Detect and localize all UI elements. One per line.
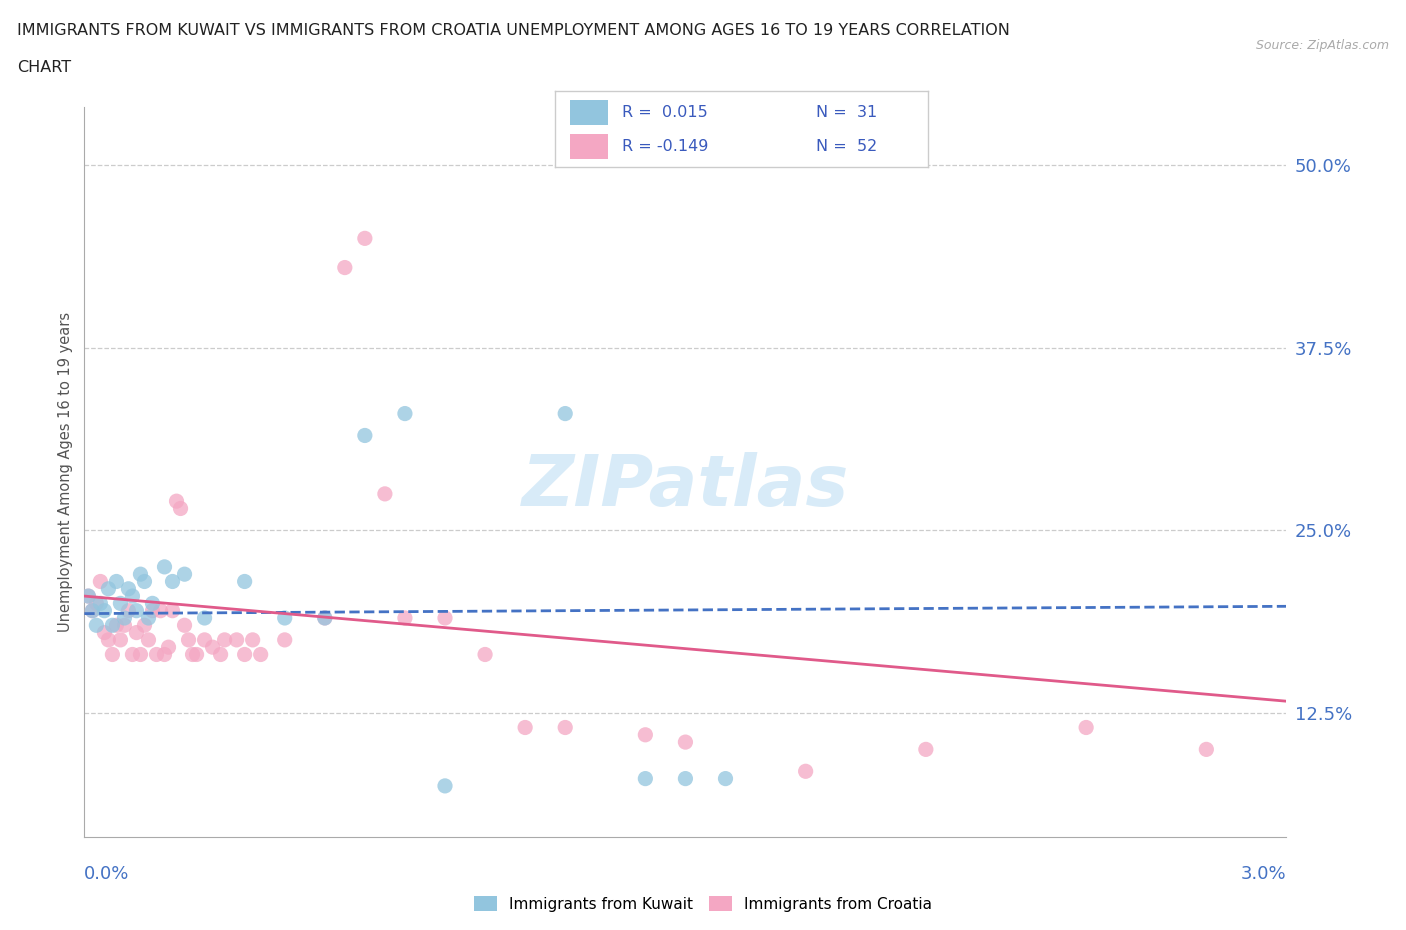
Point [97,581,120,596]
Point [354,428,377,443]
Point [274,632,297,647]
Point [141,604,163,618]
Point [333,260,356,275]
Point [134,618,156,632]
Point [394,611,416,626]
Point [93,625,115,640]
Point [86,596,108,611]
FancyBboxPatch shape [571,134,607,159]
Point [201,640,224,655]
Text: N =  52: N = 52 [815,139,877,154]
Point [97,632,120,647]
Point [162,574,184,589]
Point [105,574,128,589]
Point [675,735,697,750]
Point [89,574,111,589]
Point [394,406,416,421]
Point [314,611,336,626]
Point [225,632,247,647]
Point [121,647,143,662]
Point [86,618,108,632]
Point [173,566,195,581]
Point [194,611,217,626]
Point [82,604,104,618]
Point [117,581,139,596]
Point [1076,720,1098,735]
Point [145,647,167,662]
Point [554,406,576,421]
Point [114,611,135,626]
Point [166,494,188,509]
Point [181,647,204,662]
Point [242,632,264,647]
Point [515,720,537,735]
Point [82,604,104,618]
Point [105,618,128,632]
Point [157,640,180,655]
Point [89,596,111,611]
Y-axis label: Unemployment Among Ages 16 to 19 years: Unemployment Among Ages 16 to 19 years [58,312,73,632]
Point [114,618,135,632]
Point [153,647,176,662]
Text: R = -0.149: R = -0.149 [623,139,709,154]
Point [314,611,336,626]
Point [110,632,132,647]
Text: Source: ZipAtlas.com: Source: ZipAtlas.com [1256,39,1389,52]
Point [101,618,124,632]
Point [1195,742,1218,757]
Point [125,625,148,640]
Point [173,618,195,632]
Point [474,647,496,662]
Point [249,647,271,662]
Point [117,604,139,618]
Text: N =  31: N = 31 [815,104,877,120]
Point [125,604,148,618]
Point [233,647,256,662]
Point [915,742,938,757]
Point [634,771,657,786]
Text: 0.0%: 0.0% [84,865,129,883]
Point [675,771,697,786]
Point [794,764,817,778]
Point [274,611,297,626]
Point [134,574,156,589]
Point [214,632,236,647]
Point [374,486,396,501]
Point [121,589,143,604]
Point [138,632,160,647]
Point [93,604,115,618]
Point [634,727,657,742]
Point [77,589,100,604]
Point [77,589,100,604]
Point [149,604,172,618]
Point [129,566,152,581]
Text: R =  0.015: R = 0.015 [623,104,709,120]
Point [714,771,737,786]
Point [354,231,377,246]
Text: CHART: CHART [17,60,70,75]
Text: ZIPatlas: ZIPatlas [522,452,849,521]
Point [153,560,176,575]
Point [434,778,457,793]
Point [233,574,256,589]
FancyBboxPatch shape [571,100,607,125]
Point [141,596,163,611]
Point [162,604,184,618]
Point [129,647,152,662]
Point [186,647,208,662]
Point [110,596,132,611]
Text: 3.0%: 3.0% [1241,865,1286,883]
Point [169,501,191,516]
Point [101,647,124,662]
Point [554,720,576,735]
Legend: Immigrants from Kuwait, Immigrants from Croatia: Immigrants from Kuwait, Immigrants from … [468,889,938,918]
Point [177,632,200,647]
Point [138,611,160,626]
Point [194,632,217,647]
Point [434,611,457,626]
Text: IMMIGRANTS FROM KUWAIT VS IMMIGRANTS FROM CROATIA UNEMPLOYMENT AMONG AGES 16 TO : IMMIGRANTS FROM KUWAIT VS IMMIGRANTS FRO… [17,23,1010,38]
Point [209,647,232,662]
